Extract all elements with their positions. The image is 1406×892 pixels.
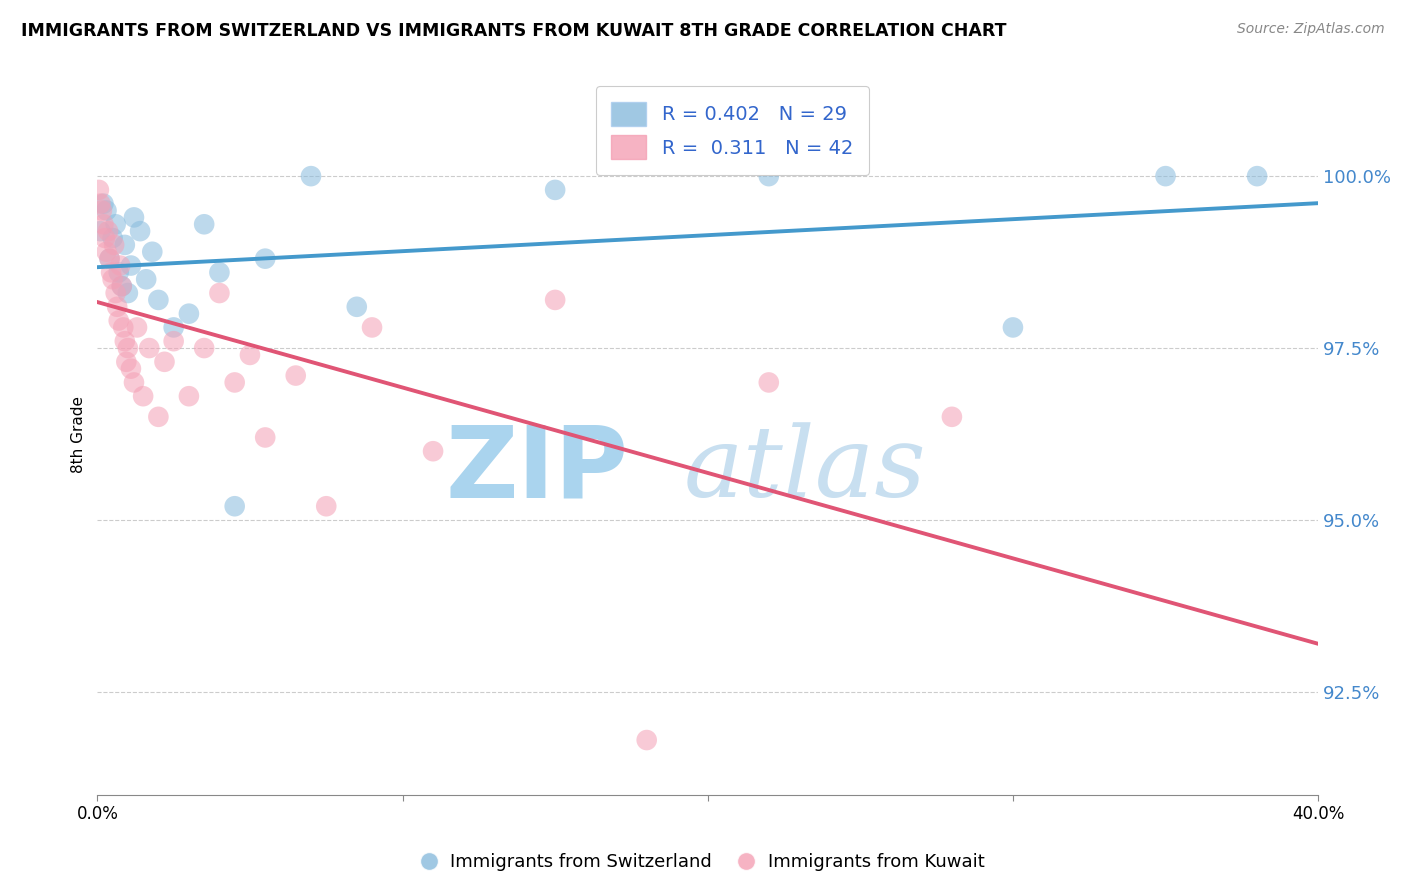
Point <box>193 341 215 355</box>
Point <box>193 217 215 231</box>
Point <box>163 334 186 348</box>
Point <box>177 307 200 321</box>
Point <box>361 320 384 334</box>
Text: ZIP: ZIP <box>446 422 628 518</box>
Point <box>422 444 444 458</box>
Point <box>346 300 368 314</box>
Text: atlas: atlas <box>685 423 927 517</box>
Point <box>90 203 112 218</box>
Point <box>254 430 277 444</box>
Point <box>107 265 129 279</box>
Point <box>94 231 117 245</box>
Point <box>758 169 780 183</box>
Point <box>93 196 115 211</box>
Point <box>132 389 155 403</box>
Point <box>208 265 231 279</box>
Y-axis label: 8th Grade: 8th Grade <box>72 395 86 473</box>
Point <box>163 320 186 334</box>
Point <box>97 224 120 238</box>
Point <box>122 376 145 390</box>
Point <box>101 272 124 286</box>
Point <box>1246 169 1268 183</box>
Point <box>89 196 111 211</box>
Point <box>89 224 111 238</box>
Point <box>315 500 337 514</box>
Point <box>125 320 148 334</box>
Point <box>114 238 136 252</box>
Point <box>110 259 132 273</box>
Point <box>1001 320 1024 334</box>
Point <box>107 313 129 327</box>
Point <box>93 217 115 231</box>
Point <box>239 348 262 362</box>
Point <box>104 217 127 231</box>
Point <box>98 252 121 266</box>
Point <box>101 231 124 245</box>
Point <box>141 244 163 259</box>
Text: IMMIGRANTS FROM SWITZERLAND VS IMMIGRANTS FROM KUWAIT 8TH GRADE CORRELATION CHAR: IMMIGRANTS FROM SWITZERLAND VS IMMIGRANT… <box>21 22 1007 40</box>
Point <box>120 259 142 273</box>
Point <box>117 341 139 355</box>
Point <box>100 265 122 279</box>
Point <box>254 252 277 266</box>
Point <box>104 286 127 301</box>
Legend: Immigrants from Switzerland, Immigrants from Kuwait: Immigrants from Switzerland, Immigrants … <box>415 847 991 879</box>
Point <box>758 376 780 390</box>
Point <box>636 733 658 747</box>
Point <box>153 355 176 369</box>
Point <box>122 211 145 225</box>
Point <box>224 500 246 514</box>
Point <box>284 368 307 383</box>
Point <box>105 300 128 314</box>
Point <box>1154 169 1177 183</box>
Point <box>112 320 135 334</box>
Point <box>208 286 231 301</box>
Text: Source: ZipAtlas.com: Source: ZipAtlas.com <box>1237 22 1385 37</box>
Point <box>111 279 134 293</box>
Point <box>129 224 152 238</box>
Point <box>544 183 567 197</box>
Legend: R = 0.402   N = 29, R =  0.311   N = 42: R = 0.402 N = 29, R = 0.311 N = 42 <box>596 87 869 175</box>
Point <box>148 409 170 424</box>
Point <box>544 293 567 307</box>
Point <box>120 361 142 376</box>
Point <box>96 244 118 259</box>
Point <box>115 355 138 369</box>
Point <box>135 272 157 286</box>
Point <box>87 183 110 197</box>
Point <box>117 286 139 301</box>
Point <box>138 341 160 355</box>
Point <box>114 334 136 348</box>
Point <box>941 409 963 424</box>
Point <box>224 376 246 390</box>
Point <box>299 169 322 183</box>
Point <box>96 203 118 218</box>
Point <box>111 279 134 293</box>
Point <box>98 252 121 266</box>
Point <box>148 293 170 307</box>
Point <box>177 389 200 403</box>
Point <box>103 238 125 252</box>
